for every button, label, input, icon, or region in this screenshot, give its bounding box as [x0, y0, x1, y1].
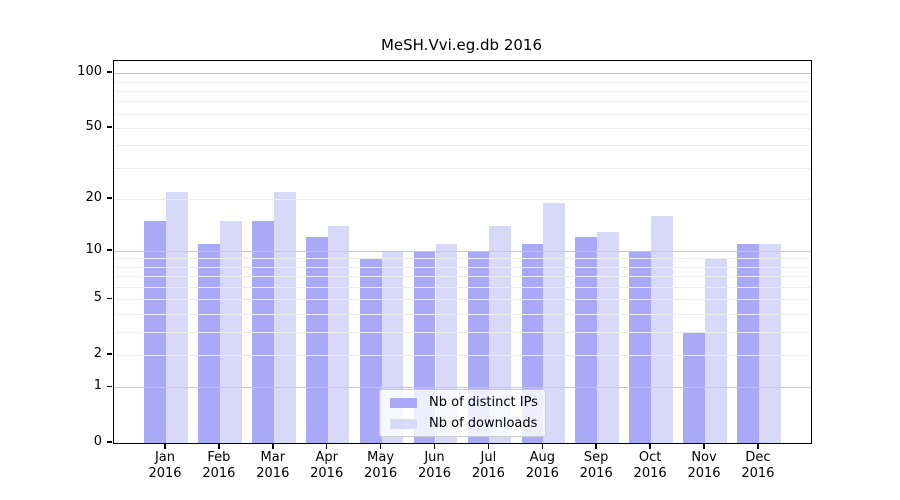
minor-gridline-70: [114, 101, 811, 103]
x-tick-may: [379, 443, 382, 449]
x-tick-label-jun: Jun 2016: [417, 450, 452, 481]
x-tick-label-feb: Feb 2016: [202, 450, 236, 481]
x-tick-apr: [325, 443, 328, 449]
bar-downloads-aug: [543, 202, 566, 443]
legend-entry-distinct-ips: Nb of distinct IPs: [390, 395, 545, 410]
bar-distinct-ips-dec: [737, 243, 759, 443]
x-tick-aug: [541, 443, 544, 449]
y-tick-100: [106, 71, 112, 73]
bar-downloads-apr: [327, 226, 350, 443]
bar-distinct-ips-jan: [144, 220, 166, 443]
bar-distinct-ips-oct: [629, 250, 652, 443]
legend-swatch-distinct-ips: [390, 397, 417, 408]
x-tick-jan: [164, 443, 166, 449]
minor-gridline-30: [114, 167, 811, 169]
y-tick-label-1: 1: [93, 378, 102, 394]
y-tick-label-0: 0: [93, 434, 102, 449]
y-tick-label-10: 10: [85, 241, 102, 257]
x-tick-jun: [433, 443, 436, 449]
chart-title: MeSH.Vvi.eg.db 2016: [380, 36, 543, 54]
y-tick-0: [106, 441, 112, 443]
bar-downloads-feb: [219, 220, 242, 443]
y-tick-label-2: 2: [93, 345, 102, 361]
x-tick-feb: [218, 443, 220, 449]
bar-downloads-jan: [166, 191, 188, 443]
bar-distinct-ips-may: [359, 258, 382, 443]
bar-downloads-sep: [597, 231, 619, 443]
x-tick-nov: [703, 443, 705, 449]
y-tick-1: [106, 385, 112, 388]
x-tick-label-mar: Mar 2016: [256, 450, 290, 481]
minor-gridline-60: [114, 113, 811, 115]
legend-label-downloads: Nb of downloads: [429, 416, 538, 431]
x-tick-label-dec: Dec 2016: [741, 450, 775, 481]
y-tick-label-100: 100: [77, 64, 102, 80]
y-tick-50: [106, 126, 112, 128]
x-tick-label-oct: Oct 2016: [633, 450, 667, 481]
minor-gridline-80: [114, 90, 811, 92]
x-tick-label-jul: Jul 2016: [471, 450, 505, 481]
x-tick-oct: [649, 443, 651, 449]
x-tick-label-may: May 2016: [364, 450, 398, 481]
y-tick-2: [106, 353, 112, 355]
bar-distinct-ips-feb: [198, 243, 220, 443]
y-tick-label-50: 50: [85, 118, 102, 134]
legend-swatch-downloads: [390, 418, 417, 429]
y-tick-5: [106, 297, 112, 300]
x-tick-mar: [272, 443, 274, 449]
minor-gridline-90: [114, 81, 811, 83]
x-tick-label-sep: Sep 2016: [579, 450, 613, 481]
bar-distinct-ips-sep: [575, 237, 598, 443]
x-tick-label-nov: Nov 2016: [687, 450, 721, 481]
bar-distinct-ips-apr: [305, 237, 328, 443]
y-tick-label-20: 20: [85, 190, 102, 206]
y-tick-20: [106, 197, 112, 199]
x-tick-label-jan: Jan 2016: [148, 450, 182, 481]
x-tick-jul: [487, 443, 490, 449]
x-tick-label-aug: Aug 2016: [525, 450, 559, 481]
y-tick-label-5: 5: [93, 290, 102, 306]
bar-downloads-dec: [758, 243, 781, 443]
minor-gridline-50: [114, 127, 811, 129]
legend-entry-downloads: Nb of downloads: [390, 416, 545, 431]
bar-downloads-jul: [489, 226, 512, 443]
minor-gridline-20: [114, 199, 811, 201]
legend: Nb of distinct IPs Nb of downloads: [379, 389, 546, 437]
bar-distinct-ips-nov: [683, 331, 705, 443]
x-tick-label-apr: Apr 2016: [310, 450, 344, 481]
bar-downloads-mar: [273, 191, 296, 443]
legend-label-distinct-ips: Nb of distinct IPs: [429, 395, 538, 410]
y-tick-10: [106, 249, 112, 251]
bar-distinct-ips-mar: [252, 220, 274, 443]
plot-area: Nb of distinct IPs Nb of downloads: [113, 60, 812, 444]
bar-downloads-nov: [705, 258, 727, 443]
x-tick-dec: [757, 443, 759, 449]
minor-gridline-40: [114, 145, 811, 147]
x-tick-sep: [595, 443, 597, 449]
major-gridline-100: [114, 73, 811, 75]
bar-downloads-oct: [651, 215, 673, 443]
